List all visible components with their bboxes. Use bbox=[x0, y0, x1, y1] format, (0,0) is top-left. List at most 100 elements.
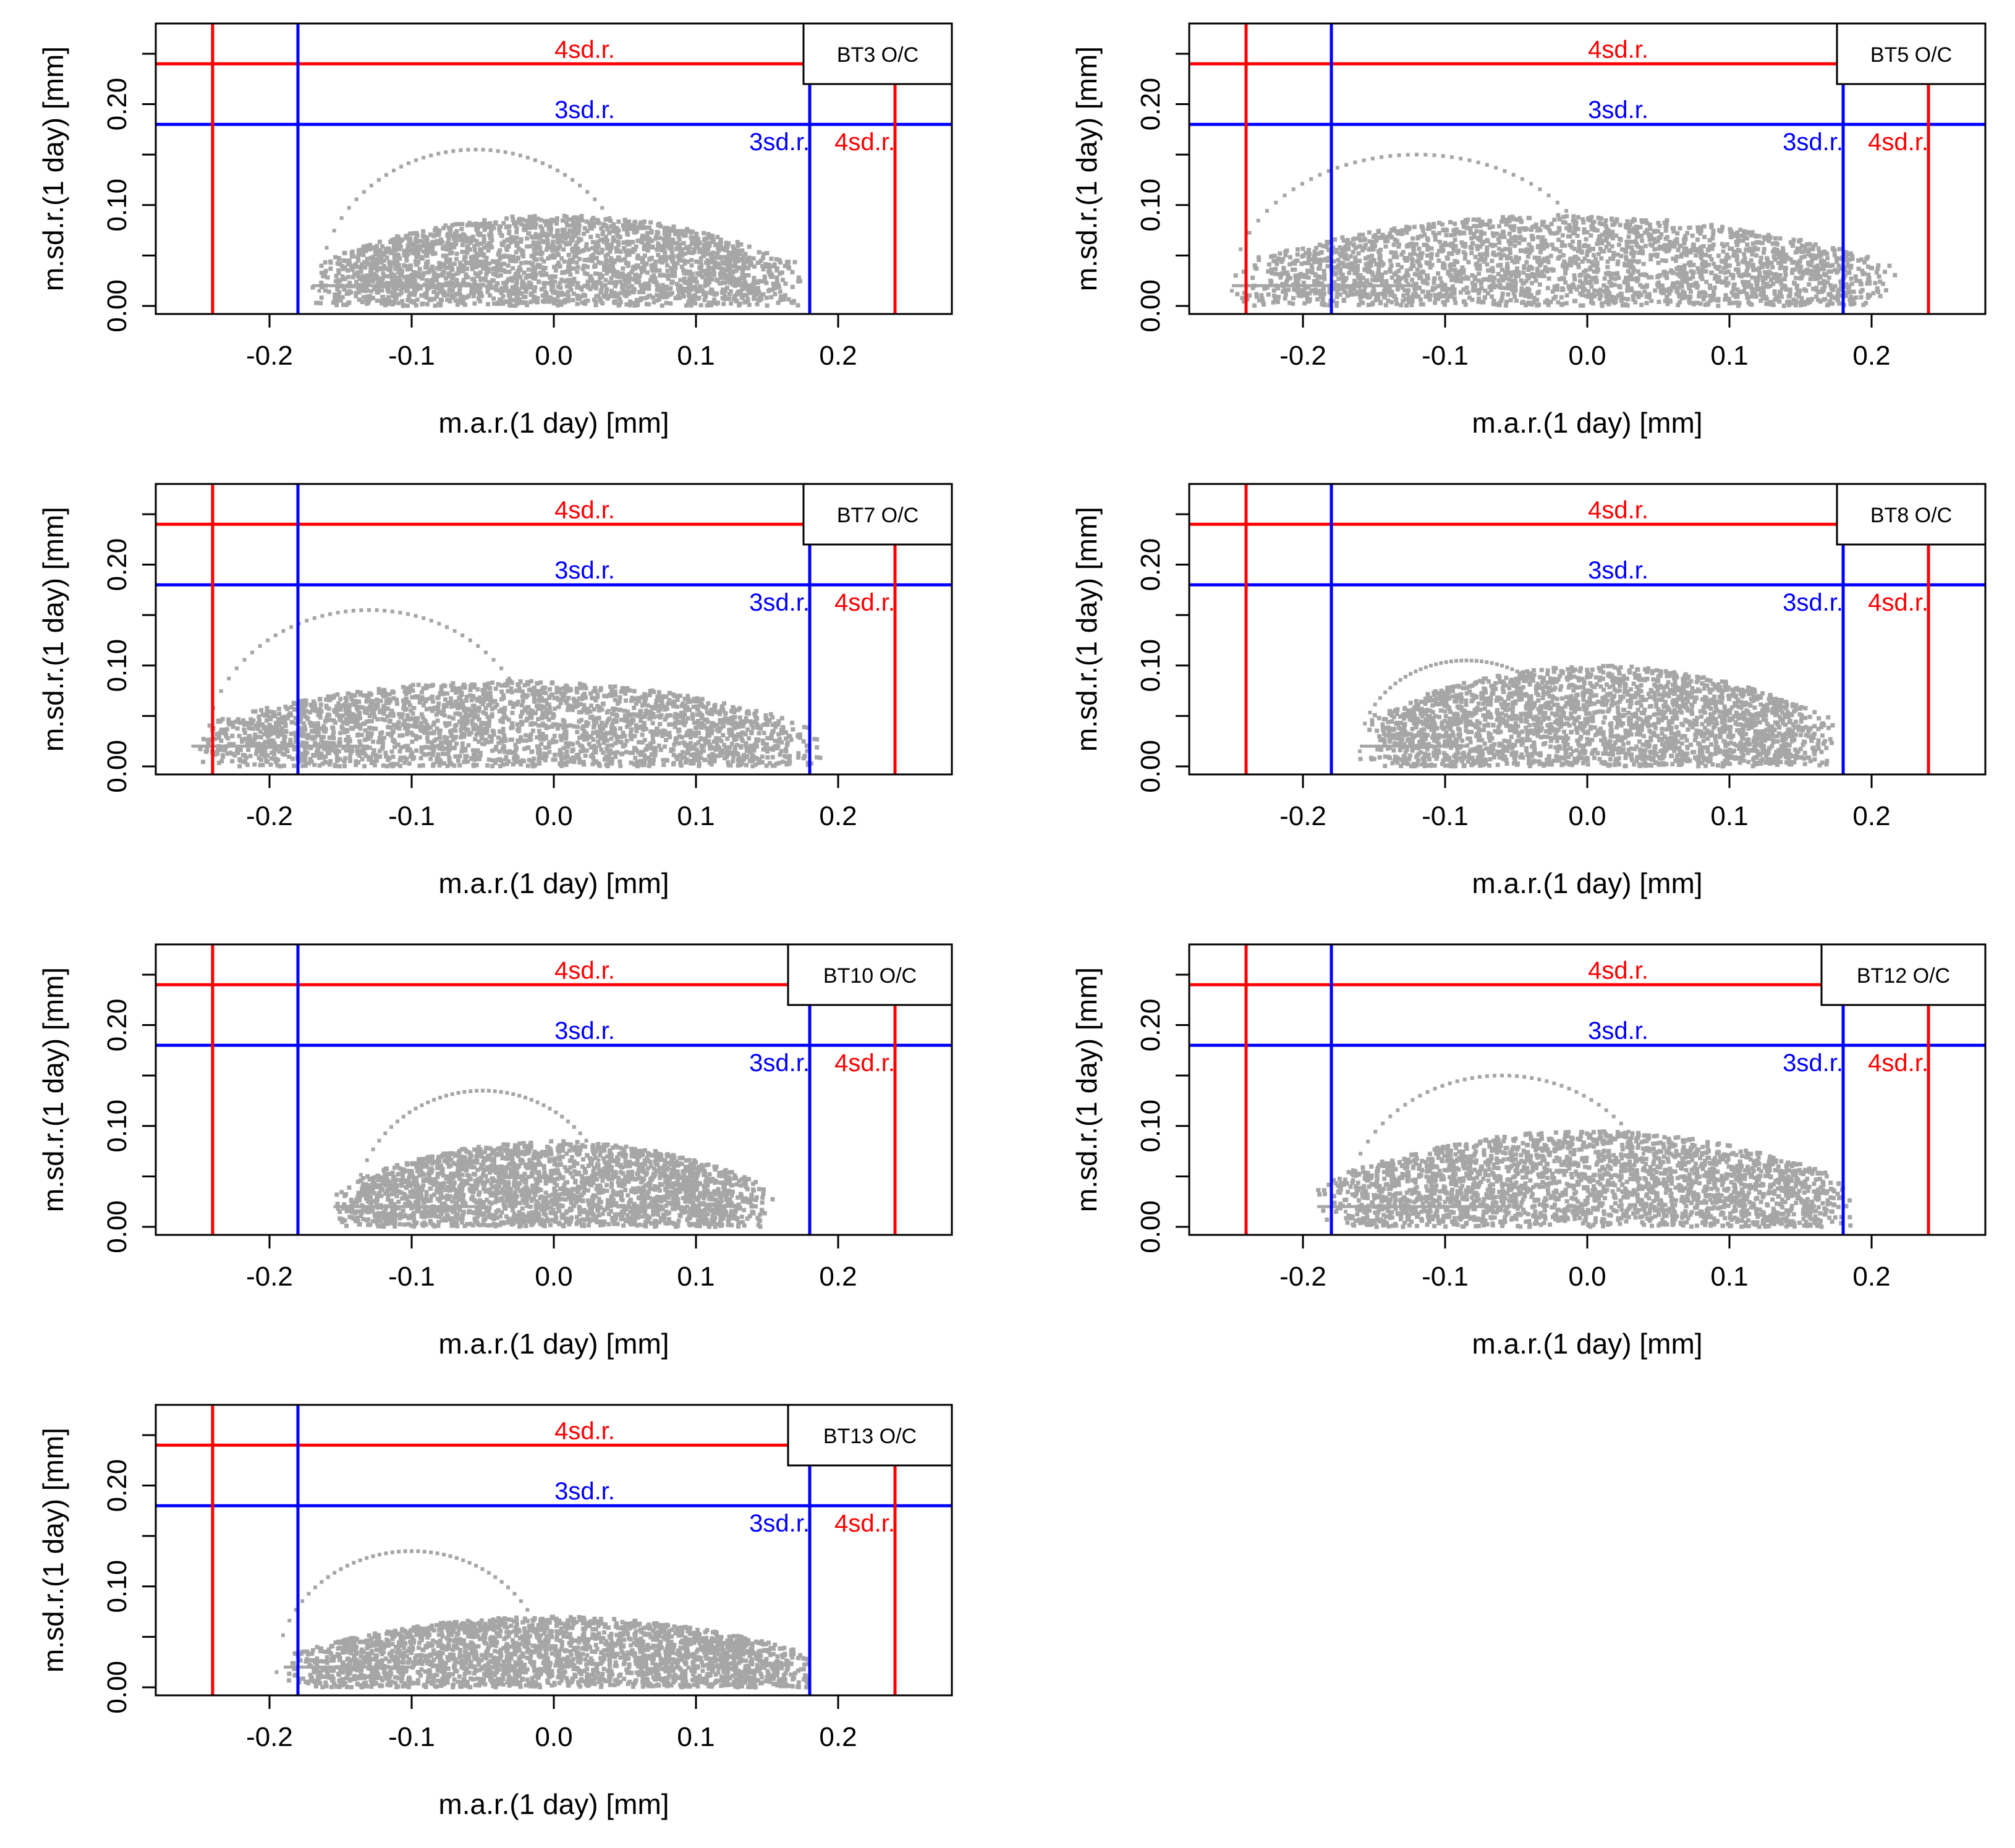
data-point bbox=[1762, 261, 1767, 266]
data-point bbox=[1324, 245, 1329, 250]
data-point bbox=[1833, 268, 1838, 273]
data-point bbox=[612, 294, 617, 299]
data-point bbox=[405, 297, 410, 302]
data-point bbox=[1513, 285, 1518, 290]
data-point bbox=[1600, 239, 1605, 244]
data-point bbox=[1436, 296, 1441, 301]
data-point bbox=[703, 252, 708, 257]
data-point bbox=[412, 242, 417, 247]
data-point bbox=[526, 267, 531, 272]
data-point bbox=[1322, 303, 1327, 308]
data-point bbox=[375, 261, 380, 266]
arc-point bbox=[444, 150, 448, 155]
data-point bbox=[392, 252, 397, 257]
data-point bbox=[1386, 299, 1391, 303]
data-point bbox=[1450, 284, 1455, 289]
data-point bbox=[466, 294, 471, 299]
data-point bbox=[488, 240, 493, 245]
data-point bbox=[1370, 302, 1375, 307]
data-point bbox=[429, 278, 434, 283]
data-point bbox=[1485, 222, 1490, 227]
data-point bbox=[613, 284, 617, 289]
data-point bbox=[1275, 261, 1279, 266]
y-tick-label: 0.10 bbox=[102, 179, 132, 232]
data-point bbox=[1376, 269, 1381, 274]
data-point bbox=[368, 263, 373, 268]
data-point bbox=[1648, 253, 1653, 258]
data-point bbox=[1747, 273, 1752, 278]
data-point bbox=[370, 255, 375, 260]
data-point bbox=[662, 226, 667, 231]
data-point bbox=[1635, 278, 1640, 283]
data-point bbox=[1284, 280, 1289, 285]
data-point bbox=[388, 240, 393, 245]
data-point bbox=[464, 274, 469, 279]
data-point bbox=[708, 271, 713, 276]
data-point bbox=[1320, 299, 1325, 303]
data-point bbox=[446, 236, 451, 241]
data-point bbox=[1621, 296, 1626, 301]
data-point bbox=[328, 259, 333, 264]
data-point bbox=[541, 268, 546, 273]
data-point bbox=[1552, 218, 1557, 223]
data-point bbox=[583, 293, 588, 298]
data-point bbox=[728, 274, 732, 279]
data-point bbox=[1355, 263, 1360, 268]
data-point bbox=[525, 236, 530, 241]
data-point bbox=[1474, 229, 1479, 234]
data-point bbox=[546, 281, 551, 286]
data-point bbox=[1576, 262, 1580, 267]
data-point bbox=[575, 231, 580, 235]
data-point bbox=[556, 294, 561, 299]
data-point bbox=[598, 290, 603, 295]
data-point bbox=[742, 279, 747, 284]
data-point bbox=[744, 256, 749, 261]
data-point bbox=[1635, 231, 1640, 236]
data-point bbox=[495, 281, 500, 286]
data-point bbox=[627, 272, 632, 277]
data-point bbox=[635, 255, 640, 260]
data-point bbox=[1716, 298, 1721, 303]
data-point bbox=[1661, 287, 1666, 292]
data-point bbox=[483, 265, 488, 270]
data-point bbox=[1728, 273, 1733, 278]
data-point bbox=[1389, 263, 1394, 268]
data-point bbox=[705, 303, 710, 308]
data-point bbox=[499, 287, 504, 292]
data-point bbox=[1603, 271, 1608, 276]
data-point bbox=[370, 274, 375, 279]
data-point bbox=[1755, 285, 1760, 290]
arc-point bbox=[384, 172, 388, 177]
data-point bbox=[1252, 263, 1257, 268]
arc-point bbox=[429, 153, 433, 158]
data-point bbox=[620, 282, 625, 287]
data-point bbox=[590, 258, 595, 263]
arc-point bbox=[459, 148, 463, 153]
data-point bbox=[604, 289, 609, 294]
data-point bbox=[635, 263, 640, 268]
data-point bbox=[1540, 223, 1545, 227]
data-point bbox=[1386, 234, 1391, 239]
data-point bbox=[786, 297, 791, 302]
data-point bbox=[527, 260, 532, 265]
data-point bbox=[1349, 261, 1354, 266]
data-point bbox=[1770, 241, 1775, 246]
data-point bbox=[1572, 227, 1577, 232]
data-point bbox=[1453, 221, 1457, 226]
data-point bbox=[593, 271, 598, 276]
data-point bbox=[1513, 238, 1518, 243]
data-point bbox=[508, 240, 513, 245]
data-point bbox=[752, 295, 757, 300]
data-point bbox=[1839, 266, 1844, 271]
data-point bbox=[1657, 223, 1662, 228]
data-point bbox=[451, 242, 456, 247]
data-point bbox=[1627, 239, 1632, 244]
data-point bbox=[1600, 240, 1605, 245]
data-point bbox=[373, 247, 378, 252]
data-point bbox=[499, 242, 504, 247]
data-point bbox=[1502, 234, 1507, 239]
data-point bbox=[562, 300, 567, 305]
data-point bbox=[1764, 297, 1769, 302]
data-point bbox=[1810, 257, 1815, 262]
data-point bbox=[533, 273, 538, 278]
